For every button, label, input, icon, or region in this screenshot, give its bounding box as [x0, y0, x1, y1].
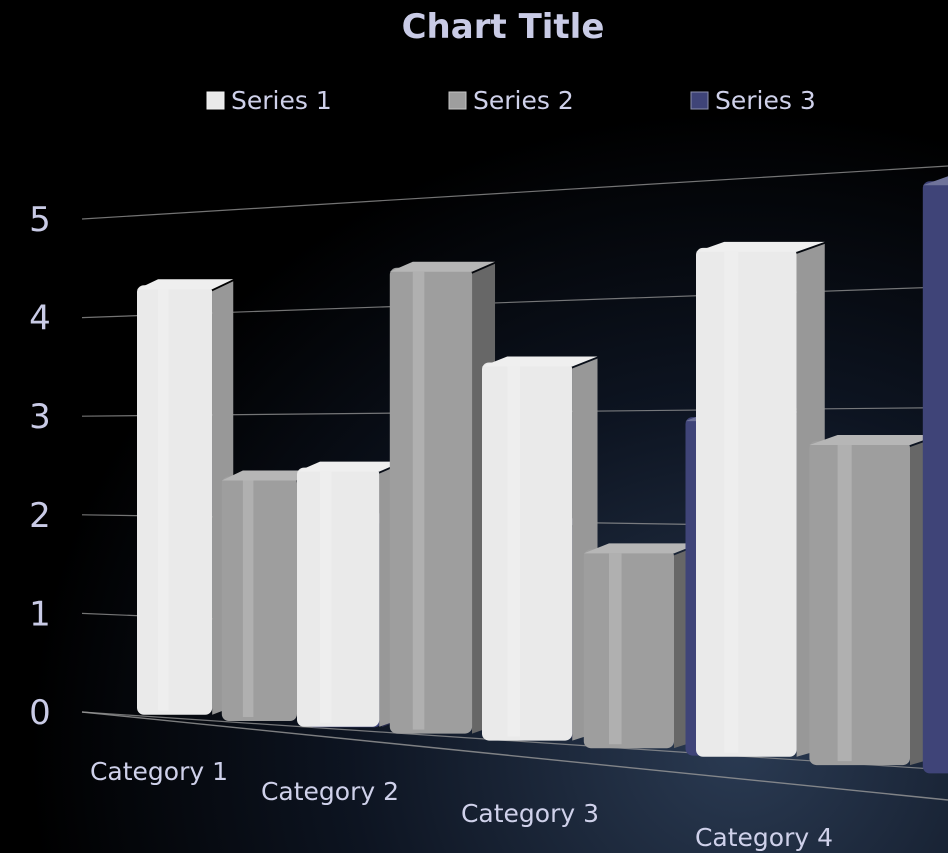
- bar-front: [389, 267, 473, 734]
- bar-front: [297, 467, 380, 727]
- floor-edge: [81, 711, 948, 801]
- gridline: [81, 165, 948, 220]
- x-tick-label: Category 4: [695, 823, 833, 852]
- bar: [137, 279, 234, 715]
- bar-highlight: [158, 289, 169, 711]
- bar-front: [583, 549, 674, 749]
- y-tick-label: 4: [29, 299, 51, 339]
- bar-front: [922, 181, 948, 774]
- bar-front: [809, 441, 910, 766]
- bar-top: [482, 356, 598, 367]
- legend-label: Series 1: [231, 86, 332, 115]
- x-tick-label: Category 3: [461, 799, 599, 828]
- x-tick-label: Category 2: [261, 777, 399, 806]
- bar: [482, 356, 598, 741]
- y-tick-label: 5: [29, 200, 51, 240]
- chart-title: Chart Title: [402, 7, 605, 47]
- legend-label: Series 3: [715, 86, 816, 115]
- bar: [297, 461, 403, 727]
- gridline: [81, 711, 948, 771]
- y-tick-label: 0: [29, 693, 51, 733]
- bar-highlight: [242, 480, 254, 717]
- legend-swatch: [206, 91, 225, 110]
- bar-front: [221, 476, 297, 721]
- bar-highlight: [412, 271, 425, 730]
- bar-highlight: [837, 445, 852, 762]
- bar-top: [583, 543, 700, 554]
- legend: Series 1 Series 2 Series 3: [206, 86, 816, 115]
- bar: [809, 434, 939, 766]
- bar: [389, 261, 496, 734]
- y-tick-label: 1: [29, 594, 51, 634]
- bar-front: [482, 362, 573, 741]
- bar: [583, 543, 700, 749]
- bar-front: [696, 247, 797, 757]
- bar-top: [696, 241, 825, 252]
- x-tick-label: Category 1: [90, 757, 228, 786]
- bar-front: [137, 285, 213, 715]
- bar-top: [221, 470, 319, 481]
- bar-top: [137, 279, 234, 290]
- legend-label: Series 2: [473, 86, 574, 115]
- y-tick-label: 2: [29, 496, 51, 536]
- bar-highlight: [724, 251, 739, 753]
- bars: [137, 176, 948, 774]
- y-tick-label: 3: [29, 397, 51, 437]
- legend-swatch: [690, 91, 709, 110]
- bar-top: [297, 461, 403, 472]
- bar-highlight: [507, 366, 520, 737]
- bar-highlight: [320, 471, 332, 723]
- bar: [696, 241, 825, 757]
- labels: Chart Title 0 1 2 3 4 5 Category 1 Category 2 Ca…: [29, 7, 833, 852]
- bar-top: [809, 434, 939, 445]
- bar: [922, 176, 948, 774]
- bar-top: [389, 261, 496, 272]
- bar-top: [922, 176, 948, 186]
- legend-swatch: [448, 91, 467, 110]
- bar-highlight: [609, 553, 622, 745]
